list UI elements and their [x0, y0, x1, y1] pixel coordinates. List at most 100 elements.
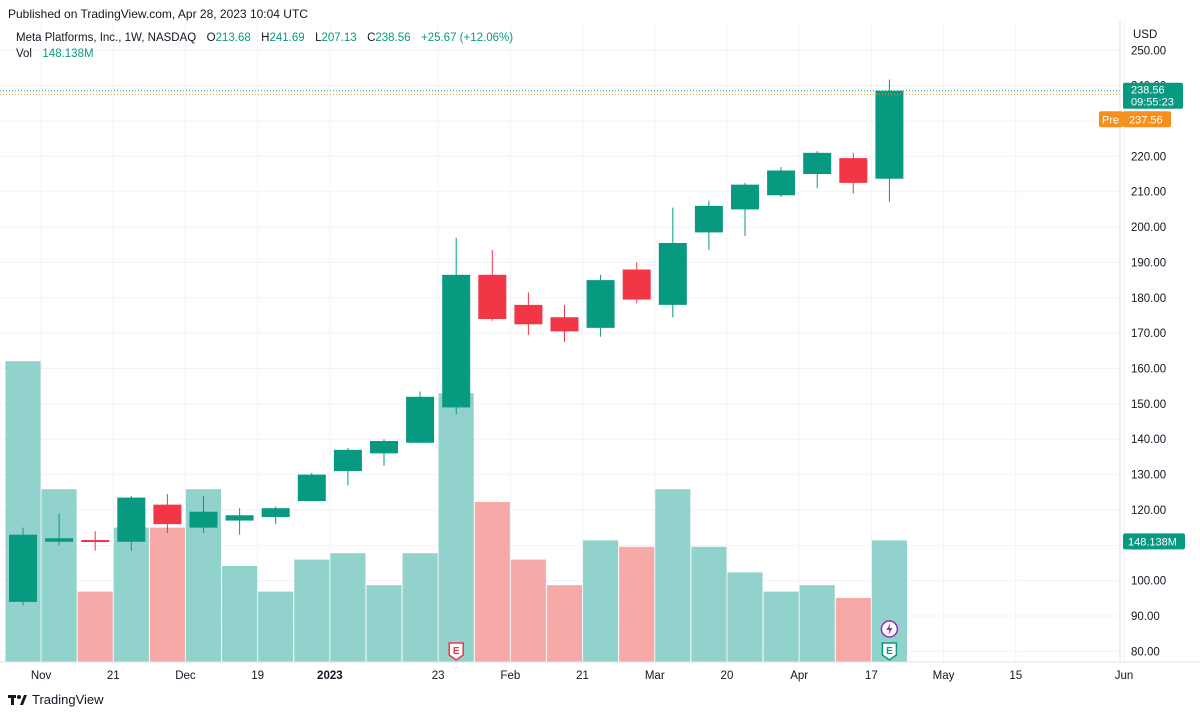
candle[interactable]: [261, 506, 290, 525]
earnings-marker-icon[interactable]: E: [448, 642, 464, 661]
last-price-tag-value: 238.56: [1131, 85, 1165, 97]
volume-bar[interactable]: [799, 585, 835, 662]
candle[interactable]: [117, 495, 146, 551]
candle[interactable]: [9, 527, 37, 606]
legend-title: Meta Platforms, Inc., 1W, NASDAQ: [16, 32, 197, 44]
candle-body[interactable]: [767, 170, 796, 196]
candle-body[interactable]: [297, 474, 326, 502]
time-tick-label: 23: [432, 670, 445, 682]
candle[interactable]: [81, 531, 110, 551]
pre-price-tag-value: 237.56: [1129, 114, 1163, 126]
time-tick-label: Apr: [790, 670, 808, 682]
candle[interactable]: [297, 472, 326, 502]
grid-lines: [0, 22, 1125, 662]
candle-body[interactable]: [514, 304, 543, 325]
price-tick-label: 200.00: [1131, 222, 1166, 234]
volume-bar[interactable]: [5, 361, 41, 662]
candle-body[interactable]: [803, 152, 832, 175]
candle-body[interactable]: [586, 280, 615, 328]
candle-body[interactable]: [731, 184, 759, 210]
pre-price-tag: Pre 237.56: [1099, 111, 1171, 128]
tradingview-brand[interactable]: TradingView: [8, 692, 104, 707]
volume-bar[interactable]: [583, 540, 619, 662]
candle-body[interactable]: [81, 540, 110, 543]
price-tick-label: 250.00: [1131, 45, 1166, 57]
volume-bar[interactable]: [510, 559, 546, 662]
candle[interactable]: [875, 79, 904, 202]
candle[interactable]: [622, 262, 651, 304]
candle[interactable]: [333, 448, 362, 486]
volume-bar[interactable]: [149, 527, 185, 662]
price-tick-label: 80.00: [1131, 646, 1160, 658]
price-tick-label: 160.00: [1131, 364, 1166, 376]
time-tick-label: Nov: [31, 670, 52, 682]
candle[interactable]: [731, 182, 759, 236]
candle-body[interactable]: [261, 508, 290, 518]
candle-body[interactable]: [839, 158, 868, 183]
candle-body[interactable]: [622, 269, 651, 300]
volume-bar[interactable]: [294, 559, 330, 662]
candle[interactable]: [478, 250, 507, 321]
volume-bar[interactable]: [655, 489, 691, 662]
price-tick-label: 180.00: [1131, 293, 1166, 305]
candle[interactable]: [370, 439, 398, 466]
candle-body[interactable]: [189, 511, 218, 528]
volume-bar[interactable]: [474, 502, 510, 662]
candle[interactable]: [839, 152, 868, 194]
pre-label-bg: [1099, 111, 1123, 128]
volume-bar[interactable]: [222, 566, 258, 662]
last-price-tag-countdown: 09:55:23: [1131, 97, 1174, 109]
time-tick-label: 20: [721, 670, 734, 682]
candle[interactable]: [658, 207, 687, 318]
volume-bar[interactable]: [77, 591, 113, 662]
candle-body[interactable]: [550, 317, 579, 332]
candle-body[interactable]: [875, 90, 904, 179]
candle[interactable]: [442, 237, 471, 415]
legend-close-label: C: [367, 32, 376, 44]
candle-body[interactable]: [9, 534, 37, 602]
candle-body[interactable]: [370, 441, 398, 454]
candle[interactable]: [406, 391, 435, 443]
candle[interactable]: [153, 494, 182, 533]
candle[interactable]: [586, 274, 615, 337]
volume-bar[interactable]: [546, 585, 583, 662]
candle-body[interactable]: [658, 242, 687, 305]
candle-body[interactable]: [117, 497, 146, 542]
volume-bar[interactable]: [402, 553, 438, 662]
candle[interactable]: [225, 508, 254, 535]
volume-bar[interactable]: [691, 546, 727, 662]
candle[interactable]: [514, 292, 543, 335]
candle-body[interactable]: [153, 504, 182, 525]
volume-bar[interactable]: [835, 598, 871, 662]
candle[interactable]: [694, 200, 723, 251]
volume-bar[interactable]: [438, 393, 474, 662]
price-tick-label: 140.00: [1131, 434, 1166, 446]
candle-body[interactable]: [478, 274, 507, 320]
candle[interactable]: [803, 151, 832, 189]
candle-body[interactable]: [694, 205, 723, 233]
candle-body[interactable]: [225, 515, 254, 521]
volume-bar[interactable]: [330, 553, 366, 662]
volume-bar[interactable]: [366, 585, 402, 662]
published-caption: Published on TradingView.com, Apr 28, 20…: [8, 7, 308, 21]
volume-bar[interactable]: [871, 540, 907, 662]
candle[interactable]: [550, 304, 579, 342]
candle-body[interactable]: [406, 396, 435, 443]
dividend-marker-icon[interactable]: E: [881, 642, 898, 661]
candle[interactable]: [189, 495, 218, 533]
volume-bar[interactable]: [727, 572, 763, 662]
volume-bar[interactable]: [619, 546, 655, 662]
volume-bar[interactable]: [258, 591, 294, 662]
candle-body[interactable]: [333, 449, 362, 472]
time-axis: Nov 21 Dec 19 2023 23 Feb 21 Mar 20 Apr 17 May 15 Jun: [31, 670, 1134, 682]
volume-bar[interactable]: [763, 591, 799, 662]
split-marker-icon[interactable]: [880, 620, 899, 638]
candle[interactable]: [45, 513, 74, 546]
candle-body[interactable]: [45, 538, 74, 542]
candle-body[interactable]: [442, 274, 471, 408]
brand-name: TradingView: [32, 692, 104, 707]
candle[interactable]: [767, 166, 796, 198]
